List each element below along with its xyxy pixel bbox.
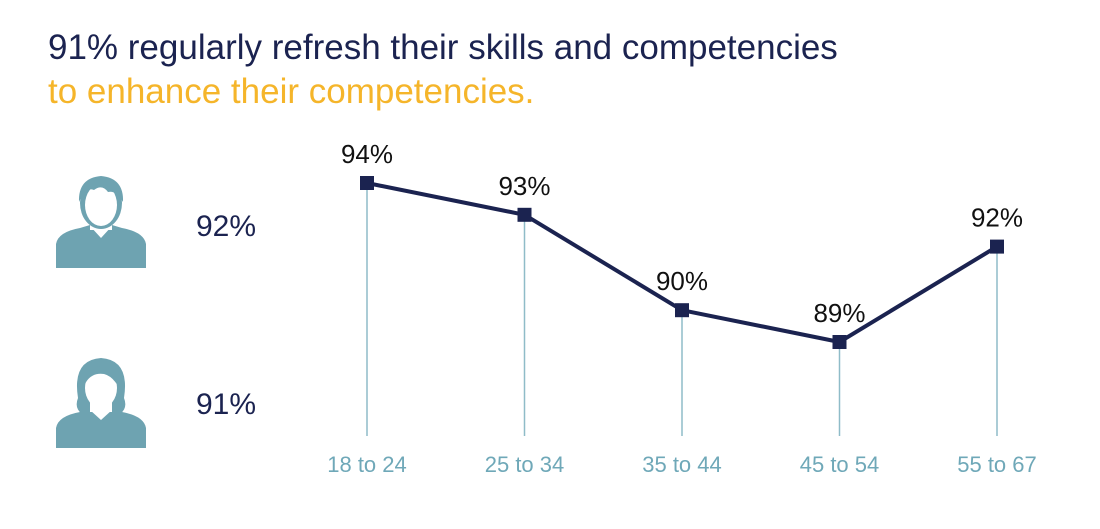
data-point-marker bbox=[990, 239, 1004, 254]
data-point-marker bbox=[675, 303, 689, 318]
female-row: 91% bbox=[50, 352, 310, 452]
data-label: 92% bbox=[971, 203, 1023, 233]
x-tick-label: 18 to 24 bbox=[327, 452, 407, 477]
male-person-icon bbox=[56, 176, 146, 268]
male-value: 92% bbox=[196, 210, 257, 243]
title-line-2: to enhance their competencies. bbox=[48, 72, 535, 111]
data-point-marker bbox=[517, 207, 532, 222]
data-label: 89% bbox=[813, 298, 865, 328]
chart-title: 91% regularly refresh their skills and c… bbox=[48, 26, 838, 114]
data-point-marker bbox=[360, 176, 374, 190]
x-tick-label: 25 to 34 bbox=[485, 452, 565, 477]
male-row: 92% bbox=[50, 172, 310, 272]
female-person-icon bbox=[56, 358, 146, 448]
female-value: 91% bbox=[196, 388, 257, 421]
data-point-marker bbox=[832, 335, 847, 349]
x-tick-label: 55 to 67 bbox=[957, 452, 1037, 477]
x-tick-label: 45 to 54 bbox=[800, 452, 880, 477]
data-label: 94% bbox=[341, 139, 393, 169]
title-line-1: 91% regularly refresh their skills and c… bbox=[48, 28, 838, 67]
x-tick-label: 35 to 44 bbox=[642, 452, 722, 477]
data-label: 90% bbox=[656, 266, 708, 296]
data-label: 93% bbox=[498, 171, 550, 201]
